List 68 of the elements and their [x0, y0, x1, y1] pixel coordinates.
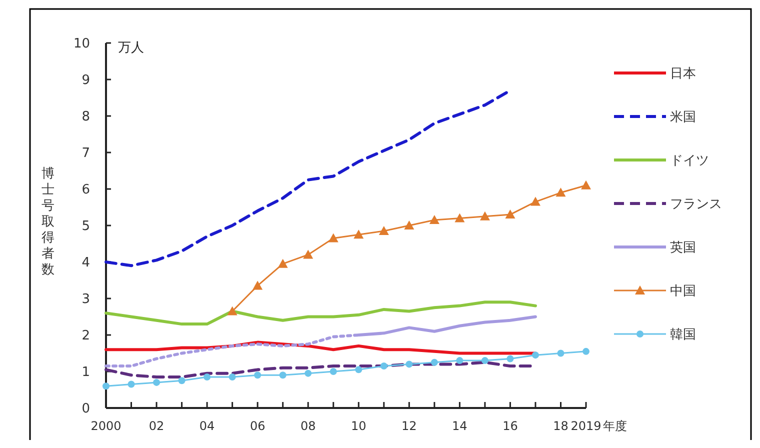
point	[480, 211, 490, 220]
point	[430, 358, 438, 366]
x-axis-title: 年度	[603, 419, 627, 433]
point	[254, 372, 262, 379]
y-tick-label: 4	[82, 256, 90, 271]
point	[582, 348, 590, 355]
point	[557, 350, 564, 357]
x-tick-label: 12	[402, 419, 417, 433]
x-tick-label: 2019	[570, 419, 602, 433]
point	[330, 368, 337, 375]
point	[532, 352, 539, 359]
x-tick-label: 08	[300, 419, 316, 433]
point	[204, 373, 211, 380]
x-tick-label: 04	[199, 419, 215, 433]
point	[303, 250, 314, 259]
point	[304, 370, 312, 377]
point	[506, 355, 514, 362]
point	[454, 213, 465, 222]
point	[252, 280, 263, 290]
point	[227, 306, 238, 316]
point	[481, 357, 488, 364]
y-tick-label: 1	[82, 365, 90, 380]
point	[178, 377, 186, 384]
point	[456, 357, 464, 364]
legend-label: 英国	[670, 240, 696, 256]
point	[153, 378, 160, 386]
y-axis-title: 博士号取得者数	[42, 166, 54, 278]
point	[328, 233, 338, 242]
point	[102, 382, 110, 390]
legend-label: 韓国	[670, 328, 696, 343]
point	[406, 360, 413, 368]
point	[354, 230, 364, 239]
y-tick-label: 3	[82, 292, 90, 308]
point	[556, 188, 566, 197]
legend-label: ドイツ	[670, 154, 709, 169]
legend-label: 米国	[670, 110, 696, 126]
x-tick-label: 18	[553, 419, 568, 433]
x-tick-label: 16	[502, 419, 518, 433]
point	[228, 373, 236, 380]
y-tick-label: 6	[82, 182, 90, 198]
y-tick-label: 5	[82, 219, 90, 234]
legend-label: 中国	[670, 284, 696, 300]
point	[279, 372, 286, 379]
line-series	[104, 300, 537, 326]
y-tick-label: 2	[82, 328, 90, 344]
point	[404, 220, 414, 230]
x-tick-label: 06	[250, 419, 266, 433]
point	[128, 380, 135, 388]
x-tick-label: 2000	[90, 419, 122, 433]
x-tick-label: 14	[452, 419, 468, 433]
point	[380, 362, 388, 370]
annotation: 万人	[118, 40, 144, 56]
x-tick-label: 10	[350, 419, 366, 433]
y-tick-label: 8	[82, 110, 90, 125]
point	[581, 180, 591, 190]
y-tick-label: 9	[82, 73, 90, 88]
point	[355, 366, 362, 374]
point	[505, 210, 516, 219]
y-tick-label: 10	[73, 36, 90, 52]
point	[378, 226, 389, 235]
point	[530, 196, 540, 206]
point	[278, 258, 288, 268]
point	[429, 215, 440, 224]
y-tick-label: 0	[82, 402, 90, 417]
y-tick-label: 7	[82, 146, 90, 162]
legend-label: 日本	[670, 66, 696, 82]
legend-label: フランス	[670, 197, 722, 212]
x-tick-label: 02	[148, 419, 164, 433]
